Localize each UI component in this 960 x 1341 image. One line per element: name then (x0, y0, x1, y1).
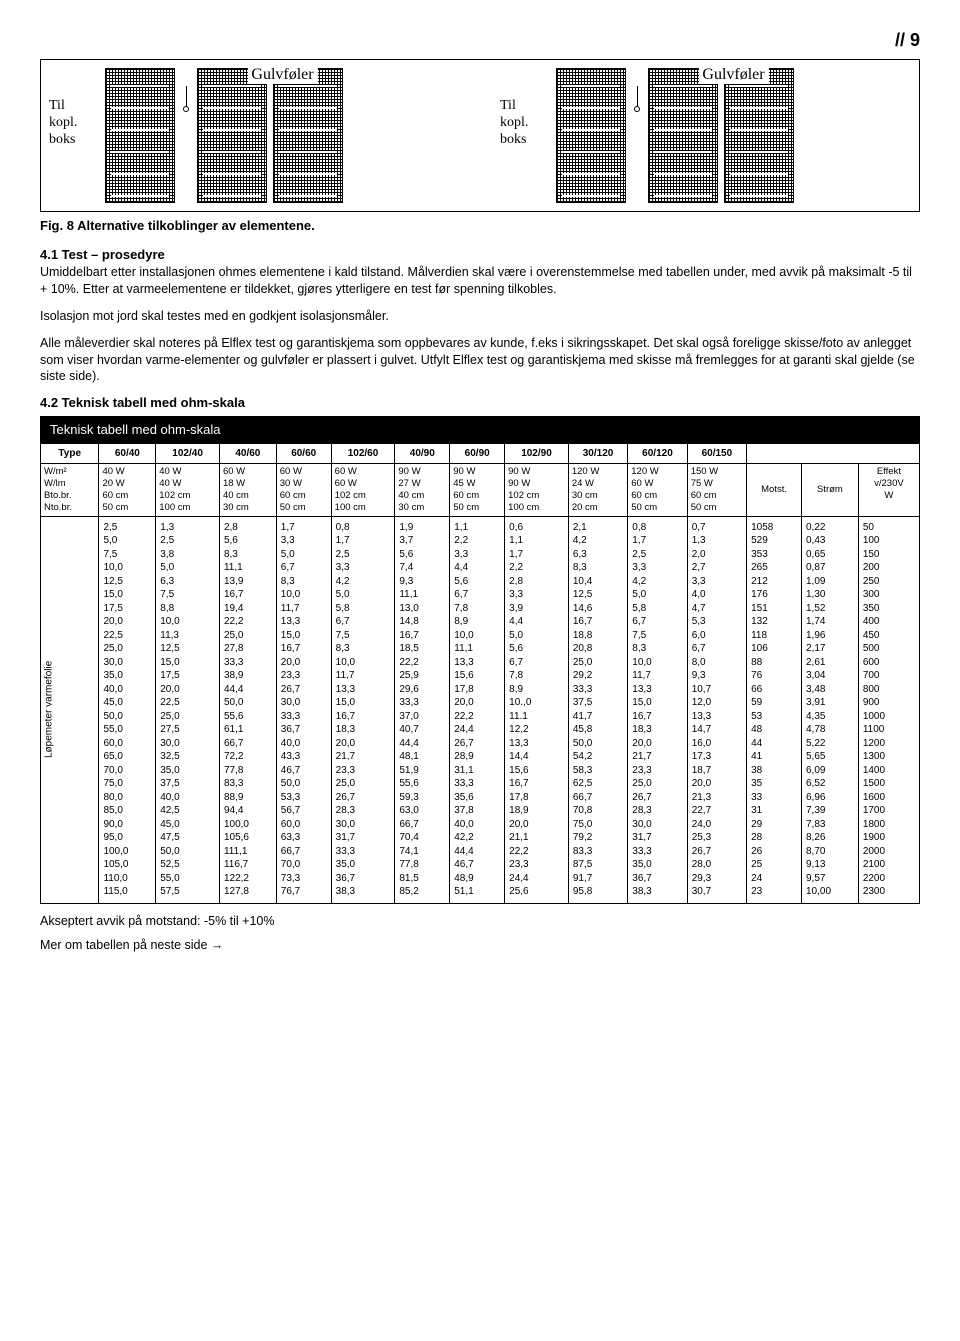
body-paragraph: Alle måleverdier skal noteres på Elflex … (40, 335, 920, 386)
body-paragraph: Umiddelbart etter installasjonen ohmes e… (40, 264, 920, 298)
spec-cell: 120 W 60 W 60 cm 50 cm (628, 464, 687, 517)
sensor-label: Gulvføler (247, 66, 317, 84)
header-col: 60/60 (276, 444, 331, 464)
data-col-motst: 1058 529 353 265 212 176 151 132 118 106… (747, 516, 802, 903)
data-col: 2,5 5,0 7,5 10,0 12,5 15,0 17,5 20,0 22,… (99, 516, 156, 903)
table-header-row: Type 60/40 102/40 40/60 60/60 102/60 40/… (41, 444, 920, 464)
diagram-left: Til kopl. boks Gulvføler (49, 68, 460, 203)
header-col: 102/40 (156, 444, 220, 464)
table-title: Teknisk tabell med ohm-skala (40, 416, 920, 443)
row-label-vertical: Løpemeter varmefolie (41, 516, 99, 903)
heating-panel (556, 68, 626, 203)
header-type: Type (41, 444, 99, 464)
page-number: // 9 (40, 30, 920, 51)
data-col: 0,8 1,7 2,5 3,3 4,2 5,0 5,8 6,7 7,5 8,3 … (628, 516, 687, 903)
header-col: 102/60 (331, 444, 395, 464)
header-strom: Strøm (802, 464, 859, 517)
header-col: 60/120 (628, 444, 687, 464)
section-4-2-heading: 4.2 Teknisk tabell med ohm-skala (40, 395, 920, 410)
wiring-diagram: Til kopl. boks Gulvføler Til kopl. boks … (40, 59, 920, 212)
data-col: 1,1 2,2 3,3 4,4 5,6 6,7 7,8 8,9 10,0 11,… (450, 516, 505, 903)
connection-box-label: Til kopl. boks (49, 68, 99, 203)
header-col: 30/120 (568, 444, 627, 464)
diagram-right: Til kopl. boks Gulvføler (500, 68, 911, 203)
data-col: 2,1 4,2 6,3 8,3 10,4 12,5 14,6 16,7 18,8… (568, 516, 627, 903)
header-col: 102/90 (505, 444, 569, 464)
heating-panel (648, 68, 718, 203)
data-col: 2,8 5,6 8,3 11,1 13,9 16,7 19,4 22,2 25,… (219, 516, 276, 903)
spec-cell: 40 W 20 W 60 cm 50 cm (99, 464, 156, 517)
table-data-row: Løpemeter varmefolie 2,5 5,0 7,5 10,0 12… (41, 516, 920, 903)
data-col: 1,3 2,5 3,8 5,0 6,3 7,5 8,8 10,0 11,3 12… (156, 516, 220, 903)
header-effekt: Effekt v/230V W (858, 464, 919, 517)
spec-label: W/m² W/lm Bto.br. Nto.br. (41, 464, 99, 517)
ohm-table: Type 60/40 102/40 40/60 60/60 102/60 40/… (40, 443, 920, 904)
data-col: 0,8 1,7 2,5 3,3 4,2 5,0 5,8 6,7 7,5 8,3 … (331, 516, 395, 903)
tolerance-note: Akseptert avvik på motstand: -5% til +10… (40, 914, 920, 928)
header-col: 40/90 (395, 444, 450, 464)
sensor-dot-icon (183, 106, 189, 112)
header-motst: Motst. (747, 464, 802, 517)
spec-cell: 60 W 60 W 102 cm 100 cm (331, 464, 395, 517)
spec-cell: 60 W 18 W 40 cm 30 cm (219, 464, 276, 517)
data-col-effekt: 50 100 150 200 250 300 350 400 450 500 6… (858, 516, 919, 903)
spec-cell: 90 W 45 W 60 cm 50 cm (450, 464, 505, 517)
spec-cell: 90 W 90 W 102 cm 100 cm (505, 464, 569, 517)
heating-panel (105, 68, 175, 203)
header-col: 60/90 (450, 444, 505, 464)
figure-caption: Fig. 8 Alternative tilkoblinger av eleme… (40, 218, 920, 233)
spec-cell: 90 W 27 W 40 cm 30 cm (395, 464, 450, 517)
header-col: 60/150 (687, 444, 746, 464)
data-col: 0,7 1,3 2,0 2,7 3,3 4,0 4,7 5,3 6,0 6,7 … (687, 516, 746, 903)
spec-cell: 40 W 40 W 102 cm 100 cm (156, 464, 220, 517)
connection-box-label: Til kopl. boks (500, 68, 550, 203)
sensor-label: Gulvføler (698, 66, 768, 84)
sensor-wire-icon (637, 86, 638, 106)
header-col: 60/40 (99, 444, 156, 464)
sensor-wire-icon (186, 86, 187, 106)
heating-panel (273, 68, 343, 203)
section-4-1-heading: 4.1 Test – prosedyre (40, 247, 920, 262)
heating-panel (724, 68, 794, 203)
spec-cell: 150 W 75 W 60 cm 50 cm (687, 464, 746, 517)
continuation-note: Mer om tabellen på neste side → (40, 938, 920, 952)
header-blank (747, 444, 920, 464)
sensor-dot-icon (634, 106, 640, 112)
heating-panel (197, 68, 267, 203)
table-spec-row: W/m² W/lm Bto.br. Nto.br. 40 W 20 W 60 c… (41, 464, 920, 517)
data-col: 0,6 1,1 1,7 2,2 2,8 3,3 3,9 4,4 5,0 5,6 … (505, 516, 569, 903)
data-col: 1,7 3,3 5,0 6,7 8,3 10,0 11,7 13,3 15,0 … (276, 516, 331, 903)
data-col: 1,9 3,7 5,6 7,4 9,3 11,1 13,0 14,8 16,7 … (395, 516, 450, 903)
spec-cell: 120 W 24 W 30 cm 20 cm (568, 464, 627, 517)
data-col-strom: 0,22 0,43 0,65 0,87 1,09 1,30 1,52 1,74 … (802, 516, 859, 903)
header-col: 40/60 (219, 444, 276, 464)
spec-cell: 60 W 30 W 60 cm 50 cm (276, 464, 331, 517)
body-paragraph: Isolasjon mot jord skal testes med en go… (40, 308, 920, 325)
